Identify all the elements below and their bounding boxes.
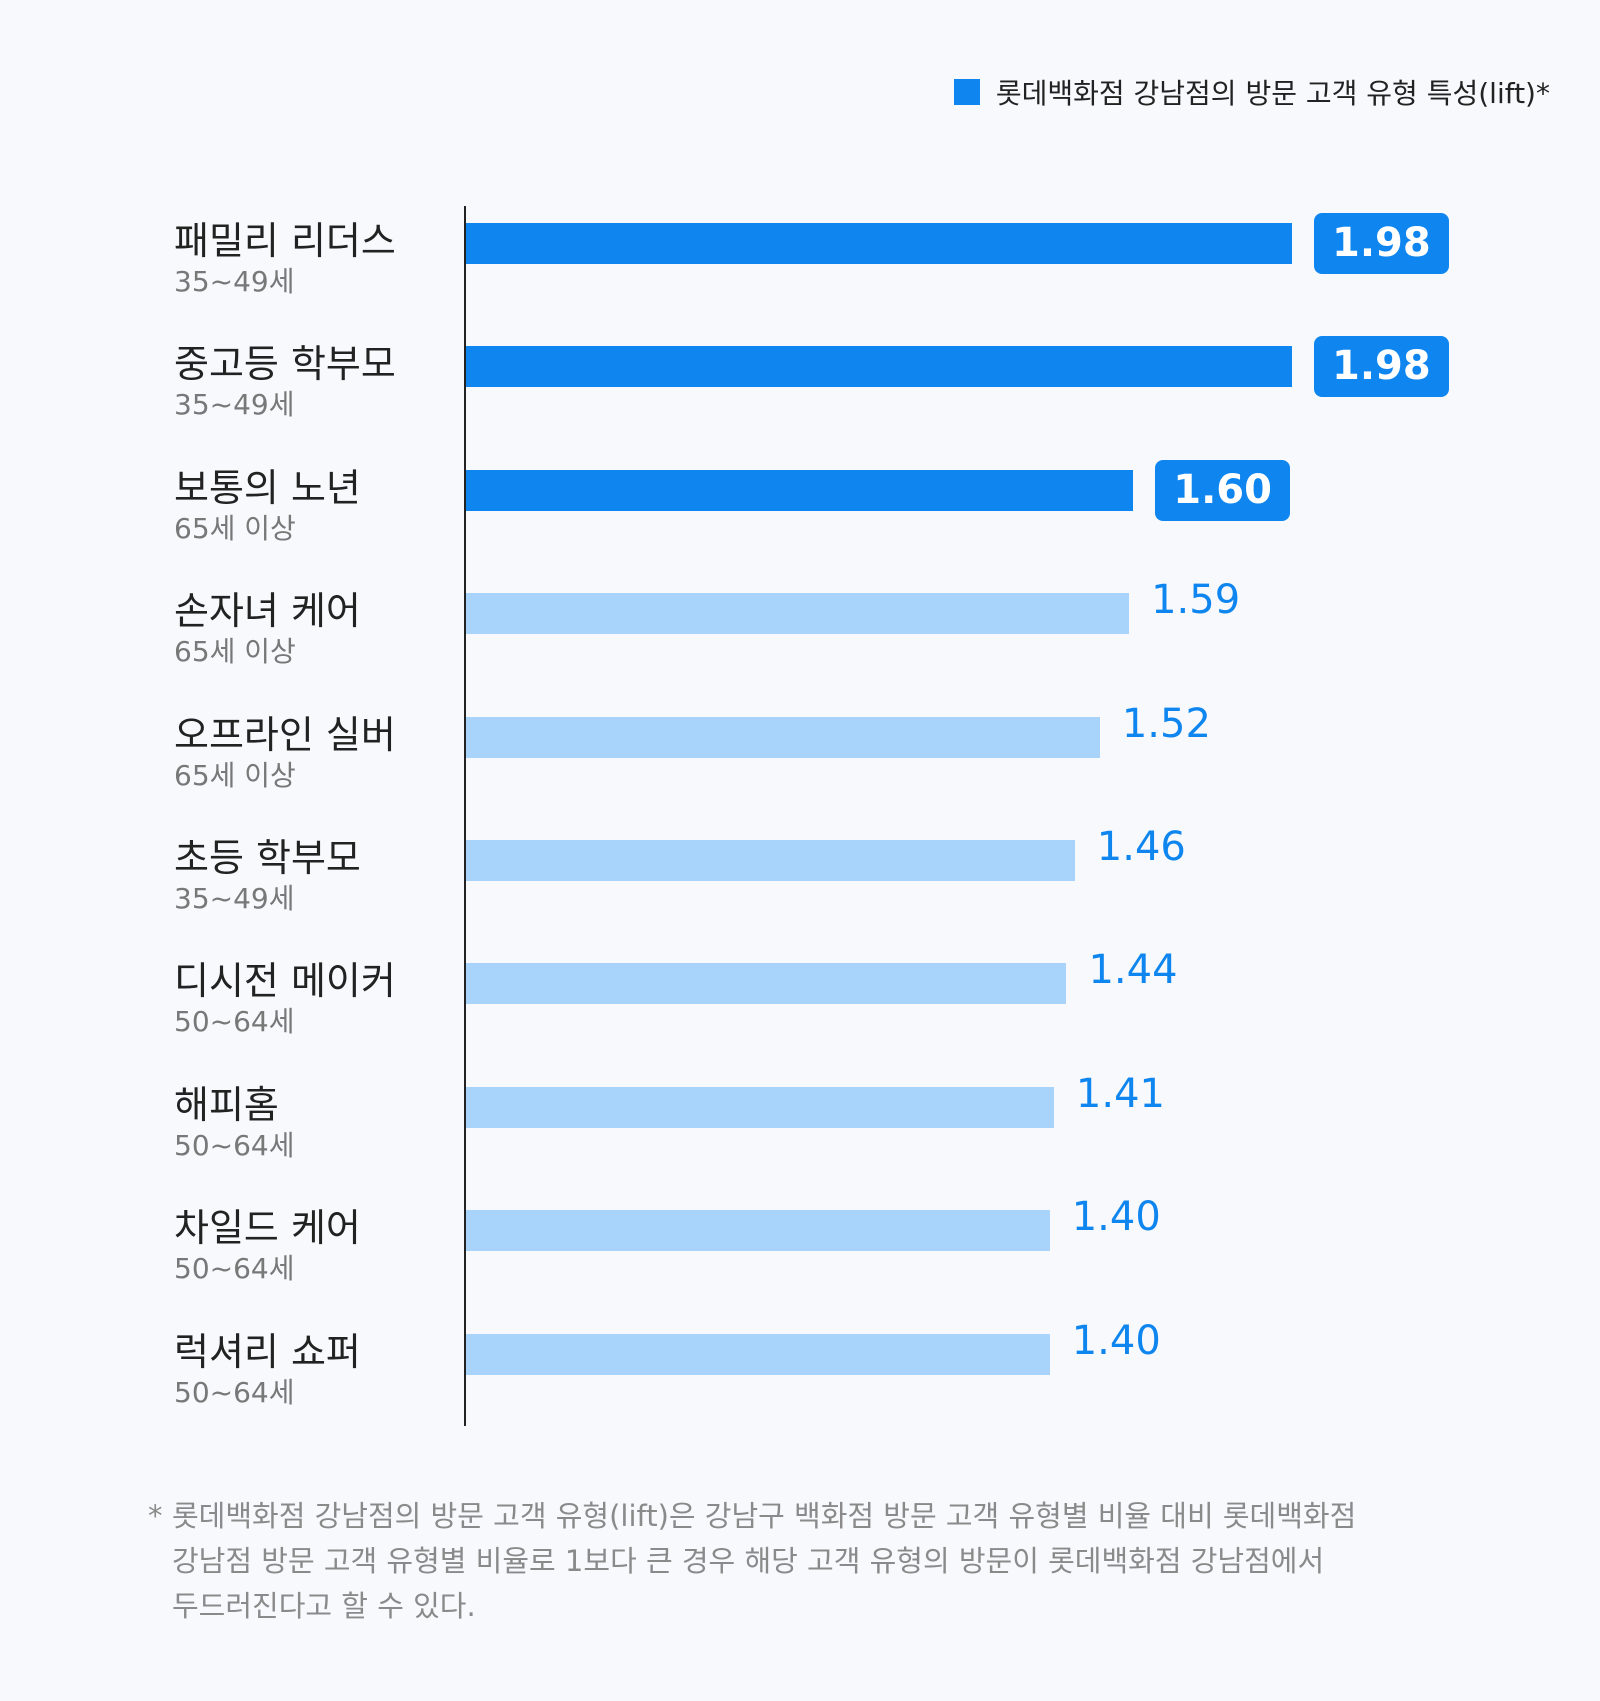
- bar: [465, 716, 1100, 758]
- chart-row: 차일드 케어 50~64세 1.40: [0, 1177, 1600, 1300]
- category-age-label: 35~49세: [174, 388, 295, 422]
- category-label: 차일드 케어: [174, 1206, 361, 1251]
- bar: [465, 346, 1292, 388]
- bar: [465, 963, 1067, 1005]
- category-label: 패밀리 리더스: [174, 219, 396, 263]
- category-label: 보통의 노년: [174, 465, 361, 510]
- data-label: 1.46: [1096, 824, 1186, 870]
- category-age-label: 50~64세: [174, 1005, 295, 1039]
- category-age-label: 35~49세: [174, 882, 295, 915]
- chart-row: 패밀리 리더스 35~49세 1.98: [0, 190, 1600, 313]
- category-age-label: 65세 이상: [174, 635, 296, 669]
- category-label: 디시전 메이커: [174, 959, 396, 1004]
- bar-chart: 패밀리 리더스 35~49세 1.98 중고등 학부모 35~49세 1.98 보통의 노년…: [0, 190, 1600, 1430]
- category-age-label: 50~64세: [174, 1375, 295, 1409]
- category-label: 오프라인 실버: [174, 712, 396, 757]
- chart-row: 중고등 학부모 35~49세 1.98: [0, 313, 1600, 436]
- chart-row: 럭셔리 쇼퍼 50~64세 1.40: [0, 1301, 1600, 1424]
- chart-row: 보통의 노년 65세 이상 1.60: [0, 437, 1600, 560]
- data-label: 1.40: [1071, 1317, 1161, 1364]
- chart-row: 해피홈 50~64세 1.41: [0, 1054, 1600, 1177]
- footnote: * 롯데백화점 강남점의 방문 고객 유형(lift)은 강남구 백화점 방문 …: [148, 1494, 1428, 1629]
- category-label: 럭셔리 쇼퍼: [174, 1329, 361, 1374]
- chart-rows: 패밀리 리더스 35~49세 1.98 중고등 학부모 35~49세 1.98 보통의 노년…: [0, 190, 1600, 1430]
- chart-row: 초등 학부모 35~49세 1.46: [0, 807, 1600, 930]
- data-label: 1.98: [1314, 213, 1449, 274]
- category-age-label: 50~64세: [174, 1252, 295, 1286]
- legend-swatch: [953, 79, 980, 105]
- category-label: 초등 학부모: [174, 836, 361, 880]
- category-label: 손자녀 케어: [174, 589, 361, 634]
- data-label: 1.59: [1151, 577, 1241, 624]
- chart-legend: 롯데백화점 강남점의 방문 고객 유형 특성(lift)*: [953, 72, 1550, 112]
- bar: [465, 1210, 1050, 1252]
- legend-label: 롯데백화점 강남점의 방문 고객 유형 특성(lift)*: [995, 77, 1550, 110]
- category-age-label: 50~64세: [174, 1128, 295, 1162]
- footnote-mark: *: [148, 1499, 163, 1533]
- bar: [465, 1333, 1050, 1375]
- data-label: 1.41: [1075, 1070, 1165, 1117]
- data-label: 1.98: [1314, 336, 1449, 398]
- chart-row: 손자녀 케어 65세 이상 1.59: [0, 560, 1600, 683]
- y-axis-line: [464, 206, 466, 1426]
- bar: [465, 593, 1130, 635]
- bar: [465, 469, 1134, 511]
- category-age-label: 35~49세: [174, 265, 295, 298]
- category-age-label: 65세 이상: [174, 758, 296, 792]
- data-label: 1.52: [1121, 700, 1211, 747]
- category-label: 해피홈: [174, 1082, 279, 1127]
- data-label: 1.44: [1088, 947, 1178, 994]
- category-age-label: 65세 이상: [174, 511, 296, 545]
- data-label: 1.60: [1155, 459, 1290, 521]
- bar: [465, 840, 1075, 881]
- footnote-text: 롯데백화점 강남점의 방문 고객 유형(lift)은 강남구 백화점 방문 고객…: [172, 1499, 1357, 1623]
- category-label: 중고등 학부모: [174, 342, 396, 387]
- bar: [465, 1086, 1054, 1128]
- data-label: 1.40: [1071, 1194, 1161, 1241]
- chart-row: 디시전 메이커 50~64세 1.44: [0, 930, 1600, 1053]
- bar: [465, 223, 1292, 264]
- chart-row: 오프라인 실버 65세 이상 1.52: [0, 684, 1600, 807]
